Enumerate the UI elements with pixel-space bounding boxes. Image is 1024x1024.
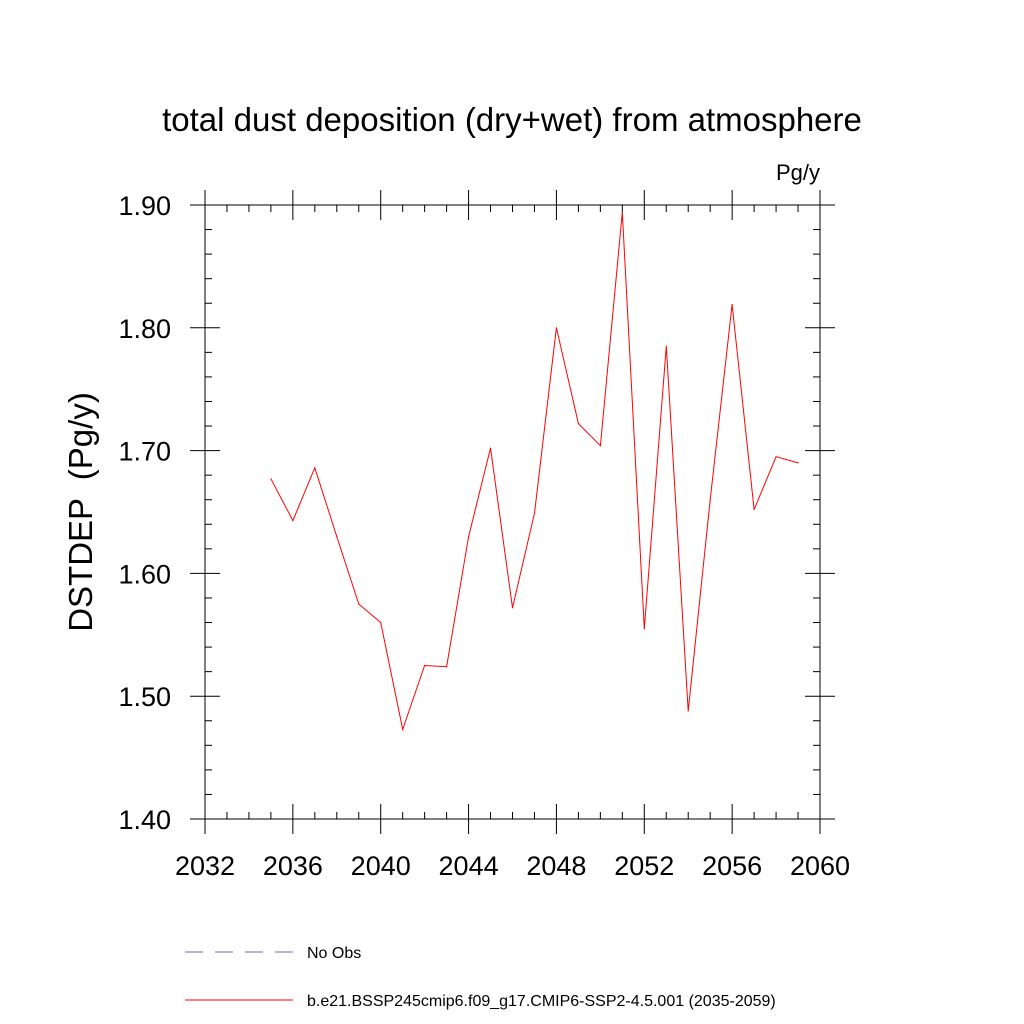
data-point [511, 607, 514, 609]
data-point [468, 536, 470, 538]
data-point [621, 211, 623, 213]
data-point [358, 603, 360, 605]
data-point [577, 423, 580, 425]
data-point [270, 478, 272, 480]
plot-frame [204, 204, 821, 820]
chart-title: total dust deposition (dry+wet) from atm… [162, 101, 862, 138]
x-tick-label: 2052 [614, 851, 674, 881]
data-point [665, 345, 667, 347]
y-tick-label: 1.70 [118, 437, 171, 467]
x-tick-label: 2040 [351, 851, 411, 881]
x-tick-label: 2032 [175, 851, 235, 881]
x-tick-label: 2036 [263, 851, 323, 881]
x-tick-label: 2060 [790, 851, 850, 881]
series-layer [270, 211, 799, 732]
data-point [314, 467, 316, 469]
y-tick-label: 1.50 [118, 682, 171, 712]
data-point [336, 536, 338, 538]
data-point [731, 303, 733, 306]
x-tick-label: 2056 [702, 851, 762, 881]
data-point [775, 456, 777, 458]
legend-label-no-obs: No Obs [307, 945, 361, 962]
y-tick-label: 1.90 [118, 191, 171, 221]
legend: No Obs b.e21.BSSP245cmip6.f09_g17.CMIP6-… [185, 945, 776, 1010]
data-point [402, 728, 404, 731]
data-point [380, 621, 382, 624]
data-point [446, 666, 448, 668]
y-tick-label: 1.60 [118, 559, 171, 589]
data-point [797, 462, 799, 464]
y-axis-label: DSTDEP (Pg/y) [62, 392, 99, 632]
axis-ticks [190, 190, 835, 834]
data-point [292, 520, 294, 522]
y-tick-label: 1.40 [118, 805, 171, 835]
data-point [709, 499, 711, 501]
data-point [533, 512, 536, 514]
y-tick-label: 1.80 [118, 314, 171, 344]
x-tick-label: 2044 [439, 851, 499, 881]
data-point [555, 327, 558, 329]
data-point [687, 710, 689, 712]
data-point [753, 508, 755, 511]
x-tick-label: 2048 [526, 851, 586, 881]
data-point [424, 664, 426, 667]
legend-label-model-run: b.e21.BSSP245cmip6.f09_g17.CMIP6-SSP2-4.… [307, 993, 776, 1010]
axis-tick-labels: 2032 2036 2040 2044 2048 2052 2056 2060 1.40 1.50… [118, 191, 850, 881]
data-point [489, 447, 492, 449]
data-point [643, 628, 645, 630]
units-label: Pg/y [776, 160, 820, 185]
data-point [599, 445, 602, 447]
series-line-0 [270, 212, 799, 732]
